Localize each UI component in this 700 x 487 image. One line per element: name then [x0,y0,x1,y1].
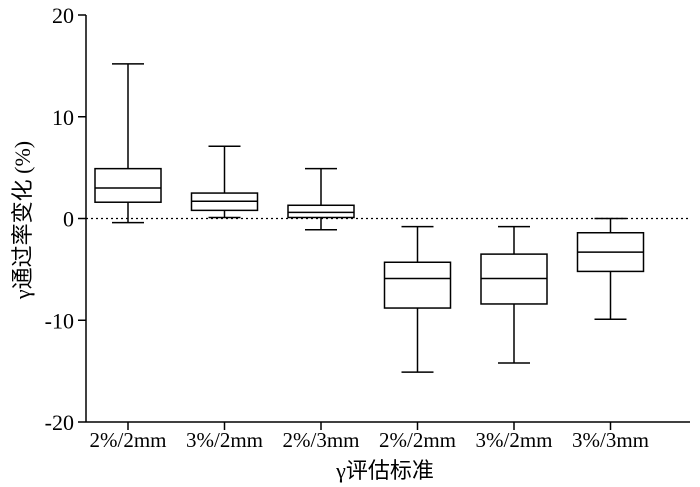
box-3-iqr [383,261,452,309]
y-tick-label-1: 10 [52,105,74,130]
plot-area: 20 10 0 -10 -20 2%/2mm 3%/2mm 2%/3mm 2%/2mm 3%/2m… [45,3,690,452]
x-category-label-1: 3%/2mm [186,428,263,452]
x-category-label-0: 2%/2mm [90,428,167,452]
box-0-iqr [94,167,162,203]
x-category-label-5: 3%/3mm [572,428,649,452]
box-marks [94,63,645,373]
x-axis-title: γ评估标准 [335,458,434,483]
box-2-iqr [287,204,355,219]
y-tick-label-2: 0 [63,207,74,232]
box-2 [287,167,355,231]
box-0 [94,63,162,224]
x-category-label-3: 2%/2mm [379,428,456,452]
box-1 [190,145,259,219]
box-4 [480,225,548,364]
x-category-label-4: 3%/2mm [476,428,553,452]
box-5 [576,217,645,320]
y-tick-label-0: 20 [52,3,74,28]
x-category-label-2: 2%/3mm [283,428,360,452]
y-axis-title: γ通过率变化 (%) [10,141,35,300]
y-tick-label-4: -20 [45,410,74,435]
box-3 [383,225,452,373]
y-tick-label-3: -10 [45,308,74,333]
